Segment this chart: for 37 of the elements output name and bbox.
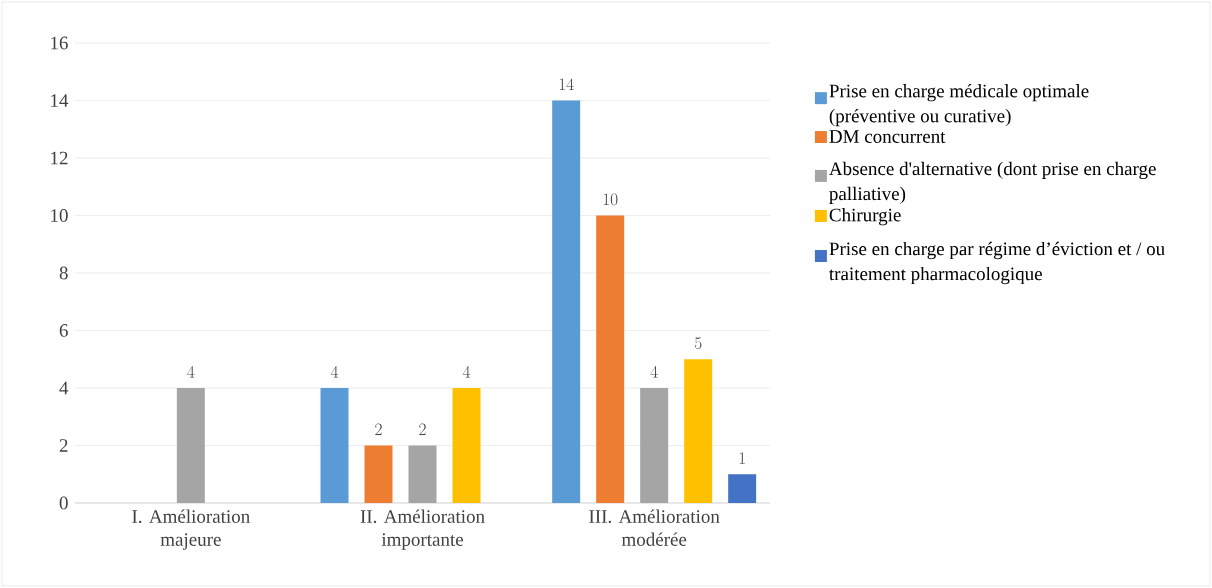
legend-label: Chirurgie (829, 208, 901, 226)
bar (552, 100, 581, 503)
data-label: 5 (694, 337, 702, 349)
data-label: 2 (375, 423, 382, 435)
y-tick-label: 10 (51, 209, 68, 222)
bar (320, 387, 349, 503)
y-tick-label: 16 (51, 36, 68, 50)
y-tick-label: 4 (59, 381, 69, 395)
bar (640, 387, 669, 503)
y-tick-label: 2 (59, 439, 68, 452)
bar (408, 445, 437, 503)
legend-label: Prise en charge médicale optimale (préventive ou curative) (829, 84, 1089, 127)
data-label: 2 (419, 423, 426, 435)
legend-label: DM concurrent (829, 130, 946, 143)
bar (596, 215, 625, 503)
x-tick-label: III. Amélioration modérée (589, 509, 720, 546)
y-tick-label: 8 (59, 266, 68, 280)
legend-label: Absence d'alternative (dont prise en charge palliative) (829, 161, 1156, 204)
data-label: 10 (603, 193, 618, 206)
y-tick-label: 0 (59, 496, 68, 510)
data-label: 1 (739, 452, 745, 464)
bar (364, 445, 393, 503)
data-label: 4 (330, 365, 339, 378)
data-label: 14 (559, 78, 574, 90)
bar (728, 474, 757, 503)
data-label: 4 (462, 365, 471, 378)
legend-label: Prise en charge par régime d’éviction et / ou traitement pharmacologique (829, 241, 1165, 285)
data-label: 4 (187, 365, 195, 378)
x-tick-label: I. Amélioration majeure (132, 509, 250, 550)
bar (452, 387, 481, 503)
x-tick-label: II. Amélioration importante (360, 509, 485, 550)
bar (684, 359, 713, 503)
data-label: 4 (650, 365, 658, 378)
y-tick-label: 14 (51, 94, 69, 107)
y-tick-label: 12 (51, 151, 68, 165)
y-tick-label: 6 (59, 324, 68, 337)
bar (176, 387, 205, 503)
